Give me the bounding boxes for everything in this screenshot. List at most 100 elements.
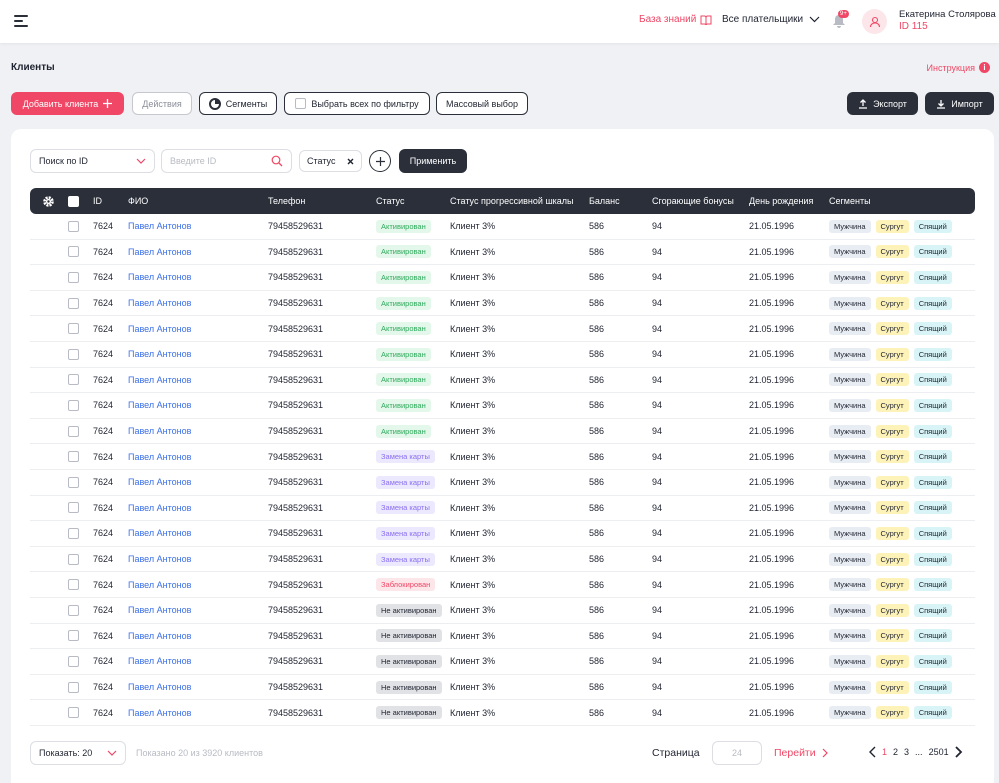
client-name-link[interactable]: Павел Антонов (128, 451, 192, 462)
client-name-link[interactable]: Павел Антонов (128, 426, 192, 437)
header-checkbox[interactable] (68, 195, 79, 207)
col-name[interactable]: ФИО (128, 196, 149, 206)
row-checkbox[interactable] (68, 425, 79, 437)
table-row[interactable]: 7624 Павел Антонов 79458529631 Клиент 3% 586… (30, 444, 975, 470)
client-name-link[interactable]: Павел Антонов (128, 656, 192, 667)
row-checkbox[interactable] (68, 707, 79, 719)
table-row[interactable]: 7624 Павел Антонов 79458529631 Клиент 3% 586… (30, 521, 975, 547)
actions-button[interactable]: Действия (132, 92, 192, 115)
col-segments[interactable]: Сегменты (829, 196, 871, 206)
client-name-link[interactable]: Павел Антонов (128, 374, 192, 385)
client-name-link[interactable]: Павел Антонов (128, 707, 192, 718)
row-checkbox[interactable] (68, 502, 79, 514)
page-number-input[interactable]: 24 (712, 741, 762, 765)
col-id[interactable]: ID (93, 196, 102, 206)
col-balance[interactable]: Баланс (589, 196, 620, 206)
table-row[interactable]: 7624 Павел Антонов 79458529631 Клиент 3% 586… (30, 624, 975, 650)
client-name-link[interactable]: Павел Антонов (128, 298, 192, 309)
client-name-link[interactable]: Павел Антонов (128, 349, 192, 360)
client-name-link[interactable]: Павел Антонов (128, 246, 192, 257)
row-checkbox[interactable] (68, 579, 79, 591)
row-checkbox[interactable] (68, 271, 79, 283)
client-name-link[interactable]: Павел Антонов (128, 630, 192, 641)
search-type-select[interactable]: Поиск по ID (30, 149, 155, 173)
table-row[interactable]: 7624 Павел Антонов 79458529631 Клиент 3% 586… (30, 214, 975, 240)
col-birthday[interactable]: День рождения (749, 196, 814, 206)
row-checkbox[interactable] (68, 630, 79, 642)
close-icon[interactable] (347, 158, 354, 165)
table-row[interactable]: 7624 Павел Антонов 79458529631 Клиент 3% 586… (30, 547, 975, 573)
table-row[interactable]: 7624 Павел Антонов 79458529631 Клиент 3% 586… (30, 470, 975, 496)
notifications-bell[interactable]: 9+ (832, 10, 849, 29)
payers-dropdown[interactable]: Все плательщики (722, 14, 820, 25)
client-name-link[interactable]: Павел Антонов (128, 605, 192, 616)
status-filter-chip[interactable]: Статус (299, 150, 362, 172)
client-name-link[interactable]: Павел Антонов (128, 323, 192, 334)
col-phone[interactable]: Телефон (268, 196, 306, 206)
client-name-link[interactable]: Павел Антонов (128, 528, 192, 539)
row-checkbox[interactable] (68, 681, 79, 693)
select-all-by-filter-button[interactable]: Выбрать всех по фильтру (284, 92, 430, 115)
user-info[interactable]: Екатерина Столярова ID 115 (899, 9, 996, 33)
client-name-link[interactable]: Павел Антонов (128, 272, 192, 283)
row-checkbox[interactable] (68, 476, 79, 488)
page-number[interactable]: 1 (882, 747, 888, 757)
add-filter-button[interactable] (369, 150, 391, 172)
table-row[interactable]: 7624 Павел Антонов 79458529631 Клиент 3% 586… (30, 265, 975, 291)
table-row[interactable]: 7624 Павел Антонов 79458529631 Клиент 3% 586… (30, 240, 975, 266)
row-checkbox[interactable] (68, 323, 79, 335)
row-checkbox[interactable] (68, 553, 79, 565)
page-number[interactable]: 3 (904, 747, 910, 757)
row-checkbox[interactable] (68, 374, 79, 386)
col-burning-bonuses[interactable]: Сгорающие бонусы (652, 196, 734, 206)
table-row[interactable]: 7624 Павел Антонов 79458529631 Клиент 3% 586… (30, 291, 975, 317)
client-name-link[interactable]: Павел Антонов (128, 221, 192, 232)
page-number[interactable]: 2501 (928, 747, 949, 757)
table-row[interactable]: 7624 Павел Антонов 79458529631 Клиент 3% 586… (30, 419, 975, 445)
menu-icon[interactable] (14, 15, 30, 27)
row-checkbox[interactable] (68, 604, 79, 616)
knowledge-base-link[interactable]: База знаний (639, 14, 712, 25)
row-checkbox[interactable] (68, 655, 79, 667)
row-checkbox[interactable] (68, 399, 79, 411)
table-row[interactable]: 7624 Павел Антонов 79458529631 Клиент 3% 586… (30, 675, 975, 701)
row-checkbox[interactable] (68, 527, 79, 539)
row-checkbox[interactable] (68, 297, 79, 309)
table-row[interactable]: 7624 Павел Антонов 79458529631 Клиент 3% 586… (30, 572, 975, 598)
mass-select-button[interactable]: Массовый выбор (436, 92, 528, 115)
avatar[interactable] (862, 9, 887, 34)
table-row[interactable]: 7624 Павел Антонов 79458529631 Клиент 3% 586… (30, 316, 975, 342)
table-row[interactable]: 7624 Павел Антонов 79458529631 Клиент 3% 586… (30, 598, 975, 624)
table-row[interactable]: 7624 Павел Антонов 79458529631 Клиент 3% 586… (30, 342, 975, 368)
next-page-icon[interactable] (954, 746, 963, 758)
search-input[interactable]: Введите ID (161, 149, 292, 173)
add-client-button[interactable]: Добавить клиента (11, 92, 124, 115)
table-row[interactable]: 7624 Павел Антонов 79458529631 Клиент 3% 586… (30, 393, 975, 419)
table-row[interactable]: 7624 Павел Антонов 79458529631 Клиент 3% 586… (30, 368, 975, 394)
instruction-link[interactable]: Инструкция i (927, 62, 990, 73)
page-size-select[interactable]: Показать: 20 (30, 741, 126, 765)
client-name-link[interactable]: Павел Антонов (128, 579, 192, 590)
row-checkbox[interactable] (68, 246, 79, 258)
segments-button[interactable]: Сегменты (199, 92, 277, 115)
row-checkbox[interactable] (68, 348, 79, 360)
client-name-link[interactable]: Павел Антонов (128, 554, 192, 565)
page-number[interactable]: 2 (893, 747, 899, 757)
client-name-link[interactable]: Павел Антонов (128, 502, 192, 513)
select-all-checkbox[interactable] (295, 98, 307, 109)
row-checkbox[interactable] (68, 451, 79, 463)
import-button[interactable]: Импорт (925, 92, 994, 115)
export-button[interactable]: Экспорт (847, 92, 918, 115)
col-progress-status[interactable]: Статус прогрессивной шкалы (450, 196, 574, 206)
client-name-link[interactable]: Павел Антонов (128, 682, 192, 693)
apply-button[interactable]: Применить (399, 149, 467, 173)
table-row[interactable]: 7624 Павел Антонов 79458529631 Клиент 3% 586… (30, 649, 975, 675)
prev-page-icon[interactable] (869, 746, 876, 758)
client-name-link[interactable]: Павел Антонов (128, 400, 192, 411)
client-name-link[interactable]: Павел Антонов (128, 477, 192, 488)
row-checkbox[interactable] (68, 220, 79, 232)
table-row[interactable]: 7624 Павел Антонов 79458529631 Клиент 3% 586… (30, 700, 975, 726)
table-row[interactable]: 7624 Павел Антонов 79458529631 Клиент 3% 586… (30, 496, 975, 522)
go-to-page-button[interactable]: Перейти (774, 747, 828, 759)
settings-gear[interactable] (42, 188, 55, 214)
